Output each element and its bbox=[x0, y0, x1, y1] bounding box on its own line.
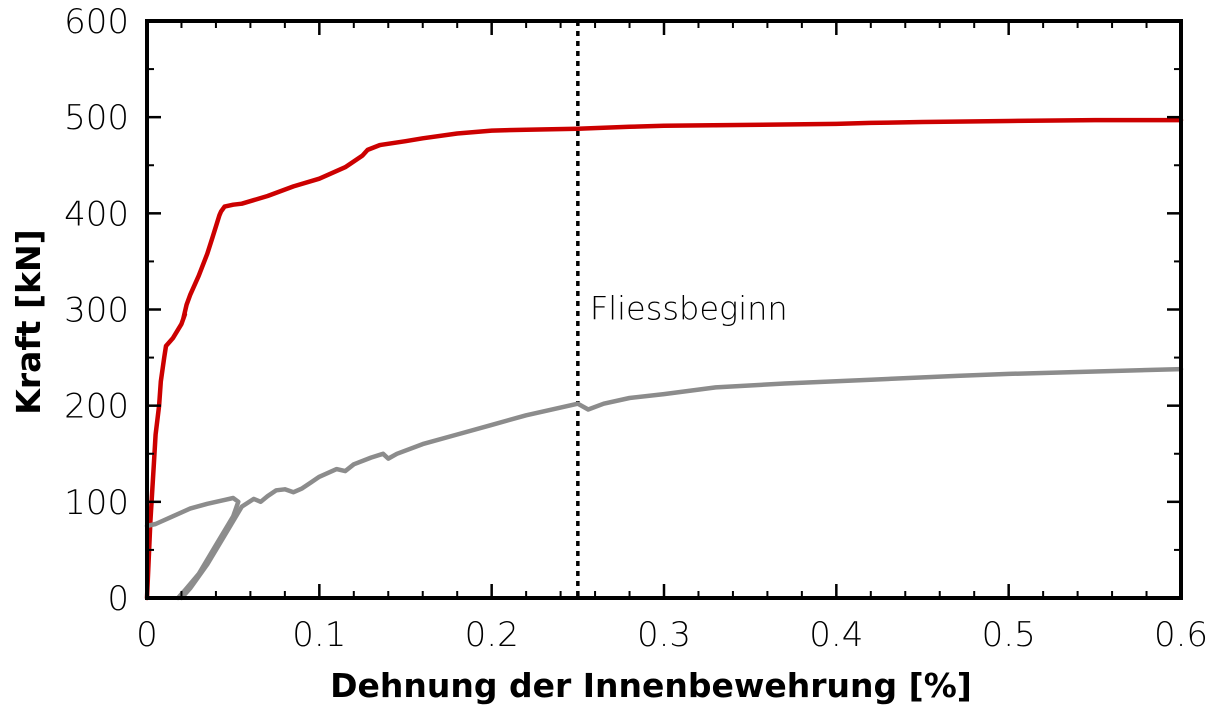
ticks-layer: 0 0.1 0.2 0.3 0.4 0.5 0.6 0 100 200 300 400 500 600 bbox=[64, 2, 1208, 655]
x-tick-label: 0.4 bbox=[809, 615, 863, 655]
series-line-2 bbox=[179, 366, 1184, 601]
y-tick-label: 300 bbox=[64, 291, 129, 331]
y-axis-label: Kraft [kN] bbox=[9, 229, 48, 414]
x-tick-label: 0.3 bbox=[637, 615, 691, 655]
series-layer: Fliessbeginn bbox=[144, 21, 1184, 601]
y-tick-label: 0 bbox=[107, 579, 129, 619]
x-tick-label: 0 bbox=[136, 615, 158, 655]
y-tick-label: 500 bbox=[64, 98, 129, 138]
x-axis-label: Dehnung der Innenbewehrung [%] bbox=[330, 666, 972, 705]
x-tick-label: 0.5 bbox=[982, 615, 1036, 655]
x-tick-label: 0.6 bbox=[1154, 615, 1208, 655]
fliessbeginn-label: Fliessbeginn bbox=[590, 290, 788, 328]
y-tick-label: 100 bbox=[64, 483, 129, 523]
y-tick-label: 400 bbox=[64, 194, 129, 234]
y-tick-label: 600 bbox=[64, 2, 129, 42]
x-tick-label: 0.2 bbox=[465, 615, 519, 655]
y-tick-label: 200 bbox=[64, 387, 129, 427]
series-line-0 bbox=[144, 117, 1184, 601]
x-tick-label: 0.1 bbox=[292, 615, 346, 655]
plot-frame bbox=[145, 19, 1183, 600]
